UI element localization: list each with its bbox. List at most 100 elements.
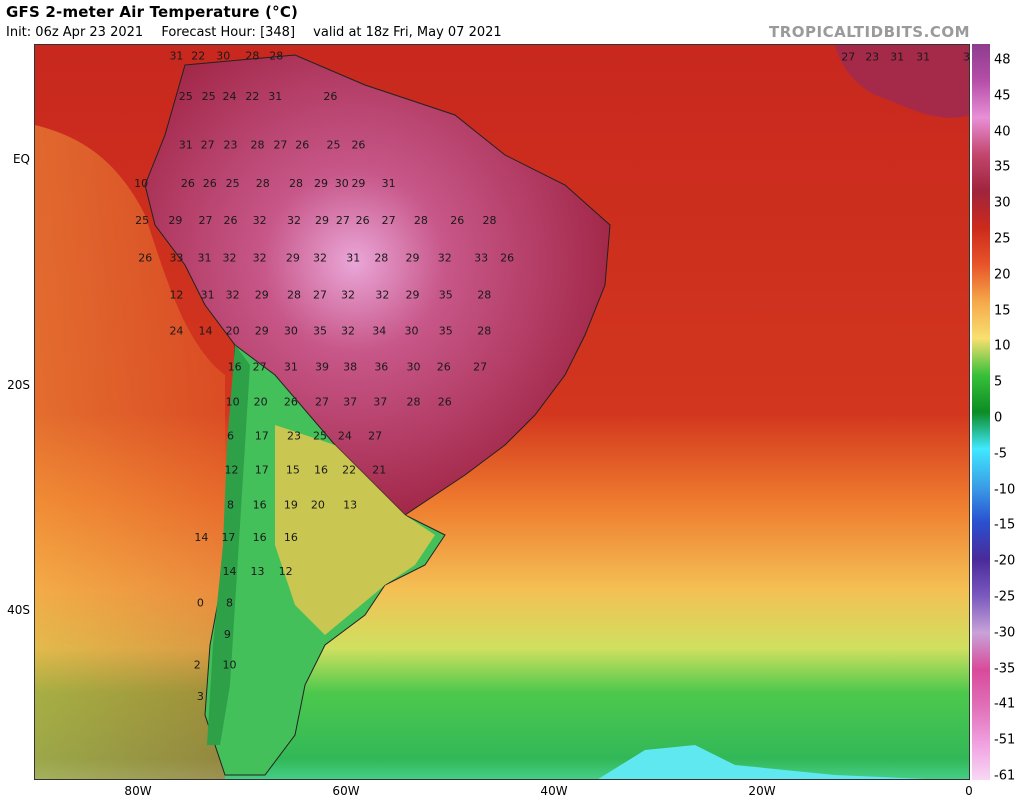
map-title: GFS 2-meter Air Temperature (°C) xyxy=(6,3,299,21)
temperature-value: 12 xyxy=(225,463,239,476)
temperature-value: 15 xyxy=(286,463,300,476)
south-america-landmass xyxy=(144,54,611,516)
temperature-value: 25 xyxy=(326,138,340,151)
temperature-value: 20 xyxy=(254,396,268,409)
temperature-value: 19 xyxy=(284,498,298,511)
color-scale-tick-label: -15 xyxy=(994,517,1016,533)
temperature-value: 32 xyxy=(222,251,236,264)
brand-watermark: TROPICALTIDBITS.COM xyxy=(769,23,970,41)
temperature-value: 27 xyxy=(473,361,487,374)
temperature-value: 29 xyxy=(286,251,300,264)
temperature-value: 32 xyxy=(438,251,452,264)
color-scale-tick-label: -5 xyxy=(994,446,1007,462)
temperature-value: 32 xyxy=(313,251,327,264)
color-scale-tick-label: -10 xyxy=(994,482,1016,498)
valid-time: valid at 18z Fri, May 07 2021 xyxy=(313,25,502,40)
temperature-value: 38 xyxy=(343,361,357,374)
color-scale-tick-label: 20 xyxy=(994,267,1011,283)
temperature-value: 2 xyxy=(194,658,201,671)
temperature-value: 29 xyxy=(351,177,365,190)
temperature-value: 16 xyxy=(228,361,242,374)
temperature-value: 0 xyxy=(197,596,204,609)
color-scale-tick-label: 10 xyxy=(994,338,1011,354)
temperature-value: 26 xyxy=(295,138,309,151)
temperature-value: 30 xyxy=(284,325,298,338)
temperature-value: 34 xyxy=(372,325,386,338)
temperature-value: 25 xyxy=(313,429,327,442)
color-scale-tick-label: 15 xyxy=(994,303,1011,319)
color-scale-tick-label: 45 xyxy=(994,88,1011,104)
temperature-value: 27 xyxy=(336,214,350,227)
temperature-value: 21 xyxy=(372,463,386,476)
temperature-value: 36 xyxy=(374,361,388,374)
temperature-value: 17 xyxy=(221,531,235,544)
temperature-value: 28 xyxy=(477,325,491,338)
temperature-value: 13 xyxy=(343,498,357,511)
temperature-value: 26 xyxy=(203,177,217,190)
temperature-value: 10 xyxy=(222,658,236,671)
temperature-value: 24 xyxy=(338,429,352,442)
temperature-value: 29 xyxy=(255,325,269,338)
temperature-value: 26 xyxy=(450,214,464,227)
temperature-value: 31 xyxy=(890,50,904,63)
temperature-value: 26 xyxy=(323,90,337,103)
temperature-value: 32 xyxy=(341,325,355,338)
temperature-value: 28 xyxy=(477,288,491,301)
temperature-value: 10 xyxy=(226,396,240,409)
temperature-value: 24 xyxy=(169,325,183,338)
temperature-value: 26 xyxy=(437,361,451,374)
temperature-value: 28 xyxy=(251,138,265,151)
lon-label-20w: 20W xyxy=(748,784,776,798)
temperature-value: 26 xyxy=(438,396,452,409)
temperature-value: 26 xyxy=(356,214,370,227)
temperature-value: 25 xyxy=(202,90,216,103)
map-subtitle: Init: 06z Apr 23 2021 Forecast Hour: [34… xyxy=(6,25,516,40)
temperature-value: 27 xyxy=(273,138,287,151)
temperature-value: 27 xyxy=(382,214,396,227)
temperature-value: 26 xyxy=(351,138,365,151)
temperature-value: 28 xyxy=(256,177,270,190)
temperature-value: 28 xyxy=(245,49,259,62)
lon-label-60w: 60W xyxy=(332,784,360,798)
temperature-value: 6 xyxy=(227,429,234,442)
temperature-value: 31 xyxy=(201,288,215,301)
temperature-value: 20 xyxy=(311,498,325,511)
temperature-value: 32 xyxy=(253,251,267,264)
color-scale-tick-label: 40 xyxy=(994,124,1011,140)
color-scale-tick-label: 30 xyxy=(994,195,1011,211)
temperature-value: 27 xyxy=(313,288,327,301)
temperature-value: 16 xyxy=(314,463,328,476)
africa-landmass xyxy=(835,45,969,118)
temperature-value: 30 xyxy=(216,49,230,62)
temperature-value: 26 xyxy=(500,251,514,264)
temperature-value: 32 xyxy=(226,288,240,301)
temperature-value: 28 xyxy=(482,214,496,227)
temperature-value: 35 xyxy=(439,288,453,301)
temperature-value: 31 xyxy=(916,50,930,63)
temperature-value: 31 xyxy=(198,251,212,264)
temperature-value: 22 xyxy=(342,463,356,476)
temperature-value: 31 xyxy=(179,138,193,151)
temperature-value: 35 xyxy=(313,325,327,338)
temperature-map[interactable]: 31 22 30 28 28 25 25 24 22 31 26 31 27 23 28 27 26 25 26 10… xyxy=(34,44,970,780)
temperature-value: 28 xyxy=(287,288,301,301)
temperature-value: 31 xyxy=(268,90,282,103)
temperature-value: 27 xyxy=(201,138,215,151)
temperature-value: 30 xyxy=(335,177,349,190)
temperature-value: 20 xyxy=(226,325,240,338)
temperature-value: 30 xyxy=(407,361,421,374)
temperature-value: 31 xyxy=(382,177,396,190)
color-scale-tick-label: 25 xyxy=(994,231,1011,247)
color-scale-tick-label: -20 xyxy=(994,553,1016,569)
temperature-value: 28 xyxy=(414,214,428,227)
temperature-value: 27 xyxy=(315,396,329,409)
temperature-value: 29 xyxy=(168,214,182,227)
temperature-value: 29 xyxy=(406,251,420,264)
init-time: Init: 06z Apr 23 2021 xyxy=(6,25,144,40)
temperature-value: 32 xyxy=(375,288,389,301)
color-scale-tick-label: 0 xyxy=(994,410,1003,426)
color-scale-tick-label: -25 xyxy=(994,589,1016,605)
temperature-value: 29 xyxy=(315,214,329,227)
temperature-value: 9 xyxy=(224,628,231,641)
